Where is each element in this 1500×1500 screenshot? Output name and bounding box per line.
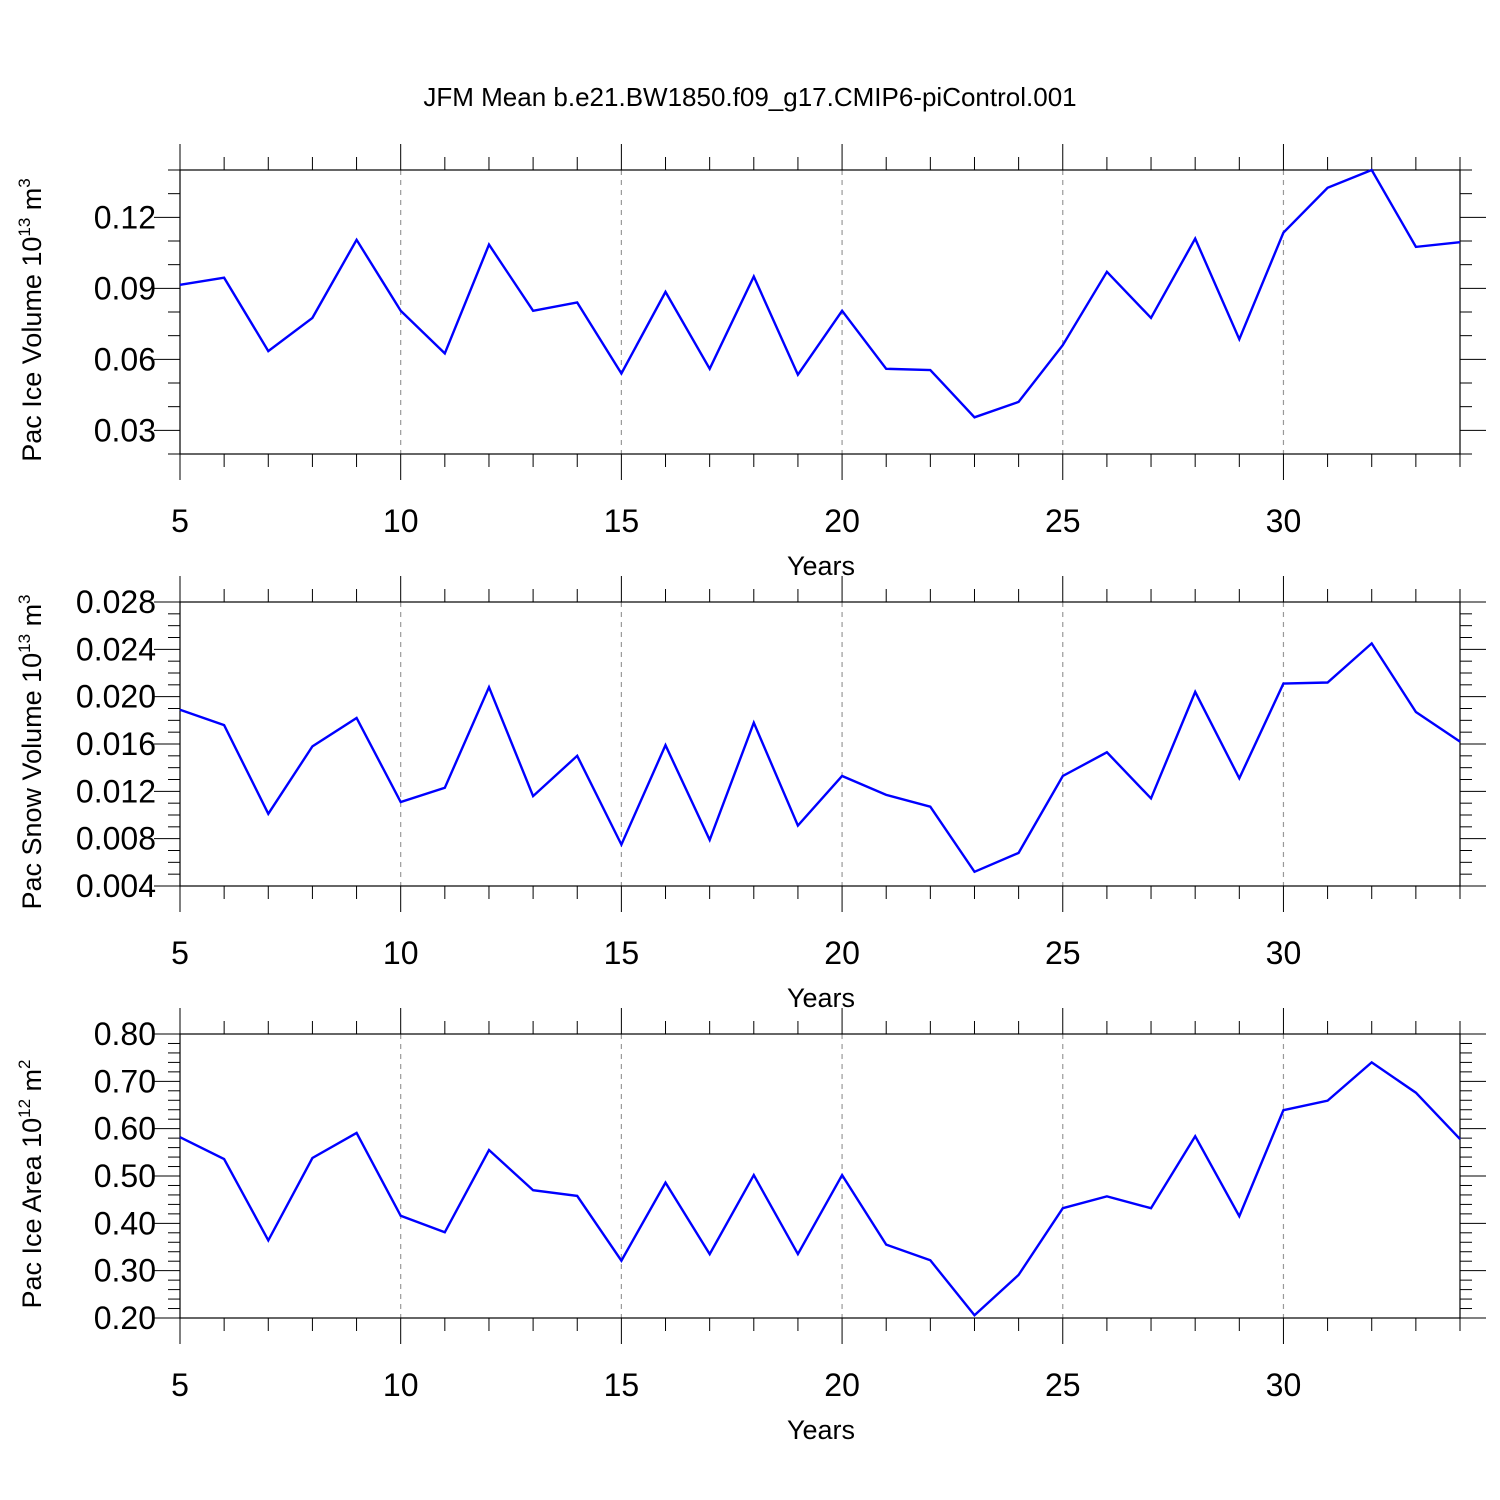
panel-ice-area-ylabel-text: Pac Ice Area 10 xyxy=(17,1118,47,1309)
panel-ice-volume-ylabel-text: Pac Ice Volume 10 xyxy=(17,237,47,462)
panel-snow-volume-xtick-label-4: 25 xyxy=(1045,935,1081,971)
panel-snow-volume-frame xyxy=(179,601,1461,887)
panel-ice-area-xtick-label-4: 25 xyxy=(1045,1367,1081,1403)
panel-ice-area-ytick-label-2: 0.40 xyxy=(94,1205,156,1241)
panel-ice-volume-xlabel: Years xyxy=(787,551,855,581)
panel-ice-area-ytick-label-1: 0.30 xyxy=(94,1253,156,1289)
panel-snow-volume-ylabel-unit: m xyxy=(17,604,47,634)
panel-ice-volume-ytick-label-1: 0.06 xyxy=(94,341,156,377)
panel-ice-volume-ylabel-unit: m xyxy=(17,188,47,218)
panel-ice-area-xtick-label-5: 30 xyxy=(1266,1367,1302,1403)
panel-snow-volume: 5 10 15 20 25 30 0.004 0.008 0.012 0.016 0.020 0.02… xyxy=(15,576,1486,1013)
panel-ice-area-ytick-label-4: 0.60 xyxy=(94,1111,156,1147)
chart-title: JFM Mean b.e21.BW1850.f09_g17.CMIP6-piCo… xyxy=(423,82,1076,112)
panel-ice-volume-xtick-label-5: 30 xyxy=(1266,503,1302,539)
panel-ice-area-xtick-label-0: 5 xyxy=(171,1367,189,1403)
panel-snow-volume-ytick-label-6: 0.028 xyxy=(76,584,156,620)
panel-ice-area-ylabel-exp: 12 xyxy=(15,1099,34,1118)
panel-ice-area-ytick-label-3: 0.50 xyxy=(94,1158,156,1194)
panel-snow-volume-xtick-label-2: 15 xyxy=(604,935,640,971)
panel-ice-area-xtick-label-2: 15 xyxy=(604,1367,640,1403)
panel-ice-area-ytick-label-0: 0.20 xyxy=(94,1300,156,1336)
panel-ice-volume-xtick-label-1: 10 xyxy=(383,503,419,539)
panel-snow-volume-ytick-label-1: 0.008 xyxy=(76,821,156,857)
panel-snow-volume-ylabel-unit-exp: 3 xyxy=(15,594,34,603)
panel-ice-volume-ytick-label-2: 0.09 xyxy=(94,270,156,306)
panel-snow-volume-ytick-label-4: 0.020 xyxy=(76,679,156,715)
panel-snow-volume-ytick-label-5: 0.024 xyxy=(76,631,156,667)
panel-ice-area-xtick-label-1: 10 xyxy=(383,1367,419,1403)
panel-ice-area-frame xyxy=(179,1033,1461,1319)
panel-ice-area-ytick-label-5: 0.70 xyxy=(94,1063,156,1099)
panel-snow-volume-ytick-label-2: 0.012 xyxy=(76,773,156,809)
panel-ice-volume-xtick-label-0: 5 xyxy=(171,503,189,539)
panel-ice-area-series-line xyxy=(179,1060,1461,1317)
panel-ice-area-ytick-label-6: 0.80 xyxy=(94,1016,156,1052)
panel-ice-volume-ylabel: Pac Ice Volume 1013 m3 xyxy=(15,178,47,462)
panel-ice-volume: 5 10 15 20 25 30 0.03 0.06 0.09 0.12 Years Pac Ice … xyxy=(15,144,1486,581)
panel-snow-volume-series-line xyxy=(179,641,1461,874)
panel-snow-volume-xtick-label-3: 20 xyxy=(824,935,860,971)
panel-snow-volume-ylabel: Pac Snow Volume 1013 m3 xyxy=(15,594,47,909)
panel-ice-volume-xtick-label-2: 15 xyxy=(604,503,640,539)
panel-ice-volume-xtick-label-4: 25 xyxy=(1045,503,1081,539)
panel-ice-volume-ylabel-exp: 13 xyxy=(15,218,34,237)
panel-snow-volume-ylabel-exp: 13 xyxy=(15,634,34,653)
panel-ice-area-xlabel: Years xyxy=(787,1415,855,1445)
panel-ice-volume-ytick-label-3: 0.12 xyxy=(94,199,156,235)
panel-snow-volume-ylabel-text: Pac Snow Volume 10 xyxy=(17,653,47,910)
panel-ice-area-xtick-label-3: 20 xyxy=(824,1367,860,1403)
panel-snow-volume-xtick-label-0: 5 xyxy=(171,935,189,971)
panel-ice-volume-ylabel-unit-exp: 3 xyxy=(15,178,34,187)
panel-ice-volume-series-line xyxy=(179,168,1461,419)
panel-snow-volume-xlabel: Years xyxy=(787,983,855,1013)
panel-ice-area: 5 10 15 20 25 30 0.20 0.30 0.40 0.50 0.60 0.70 0.80 Y… xyxy=(15,1008,1486,1445)
panel-ice-area-ylabel-unit: m xyxy=(17,1069,47,1099)
panel-ice-area-ylabel-unit-exp: 2 xyxy=(15,1059,34,1068)
panel-ice-volume-xtick-label-3: 20 xyxy=(824,503,860,539)
panel-snow-volume-ytick-label-0: 0.004 xyxy=(76,868,156,904)
panel-snow-volume-xtick-label-1: 10 xyxy=(383,935,419,971)
panel-snow-volume-xtick-label-5: 30 xyxy=(1266,935,1302,971)
panel-snow-volume-ytick-label-3: 0.016 xyxy=(76,726,156,762)
panel-ice-volume-ytick-label-0: 0.03 xyxy=(94,412,156,448)
panel-ice-volume-frame xyxy=(179,169,1461,455)
panel-ice-area-ylabel: Pac Ice Area 1012 m2 xyxy=(15,1059,47,1308)
